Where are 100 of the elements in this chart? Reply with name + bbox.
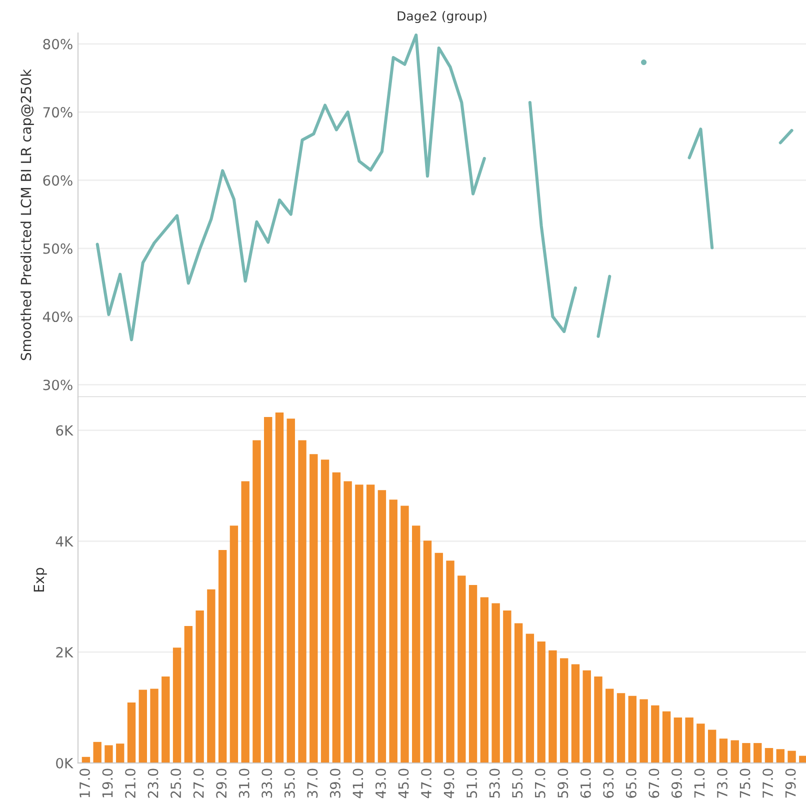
bar (412, 526, 420, 763)
bar (138, 690, 147, 763)
y-tick-label: 2K (56, 647, 74, 658)
bar (537, 642, 546, 763)
bar (275, 412, 284, 763)
bar (582, 670, 591, 763)
bar (594, 676, 602, 763)
x-tick-label: 43.0 (375, 768, 386, 798)
x-tick-label: 17.0 (79, 768, 90, 798)
x-tick-label: 25.0 (170, 768, 182, 798)
y-tick-label: 50% (43, 243, 72, 254)
bar (378, 490, 386, 763)
bar (104, 745, 113, 763)
bar (172, 648, 182, 763)
bar (423, 540, 432, 763)
bar (696, 724, 705, 763)
bar (355, 484, 364, 763)
bar (742, 743, 750, 763)
x-tick-label: 59.0 (558, 768, 568, 798)
bar (651, 705, 660, 763)
x-tick-label: 31.0 (238, 768, 250, 798)
bar (196, 610, 204, 763)
bar (776, 749, 784, 763)
bar (662, 711, 671, 763)
bar (754, 743, 762, 763)
y-tick-label: 6K (56, 425, 74, 436)
y-tick-label: 40% (42, 312, 72, 322)
y-axis-title: Smoothed Predicted LCM BI LR cap@250k (20, 69, 34, 360)
y-tick-label: 80% (43, 38, 72, 50)
x-tick-label: 53.0 (489, 768, 500, 798)
x-tick-label: 23.0 (148, 768, 158, 798)
bar (685, 718, 694, 763)
bar (93, 742, 102, 763)
x-tick-label: 65.0 (626, 768, 636, 798)
bar (116, 744, 124, 763)
y-tick-label: 4K (56, 536, 74, 546)
bar (286, 418, 295, 763)
bar (218, 550, 227, 763)
x-tick-label: 55.0 (512, 768, 523, 798)
bar (788, 750, 796, 763)
bar (628, 696, 636, 763)
y-tick-label: 60% (43, 175, 72, 186)
bar (616, 693, 626, 763)
bar (344, 481, 352, 763)
bar (674, 718, 682, 763)
bar (162, 676, 170, 763)
y-tick-label: 30% (43, 380, 72, 390)
x-tick-label: 73.0 (716, 768, 728, 798)
y-tick-label: 0K (56, 758, 74, 768)
bar (264, 416, 272, 763)
bar (526, 634, 534, 763)
x-tick-label: 51.0 (466, 768, 478, 798)
x-tick-label: 69.0 (671, 768, 682, 798)
x-tick-label: 33.0 (262, 768, 272, 798)
x-tick-label: 47.0 (421, 768, 432, 798)
y-tick-label: 70% (43, 107, 72, 118)
bar (252, 440, 261, 763)
bar (503, 610, 512, 763)
bar (764, 748, 774, 763)
x-tick-label: 75.0 (740, 768, 750, 798)
bar (640, 699, 648, 763)
x-tick-label: 71.0 (694, 768, 705, 798)
bar (366, 484, 375, 763)
bar (708, 730, 716, 763)
bar (458, 576, 466, 763)
bar (298, 440, 306, 763)
bar (127, 702, 136, 763)
x-tick-label: 45.0 (398, 768, 409, 798)
bar (548, 650, 557, 763)
bar (571, 664, 580, 763)
bar (310, 454, 318, 763)
bar (184, 626, 193, 763)
chart-title: Dage2 (group) (398, 10, 486, 24)
x-tick-label: 35.0 (284, 768, 295, 798)
x-tick-label: 63.0 (603, 768, 614, 798)
bar (230, 526, 238, 763)
bar (389, 500, 398, 763)
bar (480, 597, 489, 763)
bar (446, 560, 454, 763)
x-tick-label: 49.0 (444, 768, 454, 798)
bar (150, 688, 158, 763)
bar (400, 506, 409, 763)
x-tick-label: 37.0 (307, 768, 318, 798)
x-tick-label: 29.0 (216, 768, 227, 798)
x-tick-label: 79.0 (785, 768, 796, 798)
x-tick-label: 41.0 (352, 768, 364, 798)
y-axis-title: Exp (34, 568, 47, 592)
bar (799, 756, 806, 763)
bar (514, 623, 523, 763)
x-tick-label: 27.0 (193, 768, 204, 798)
x-tick-label: 77.0 (762, 768, 774, 798)
x-tick-label: 19.0 (102, 768, 113, 798)
bar (719, 738, 728, 763)
bar (207, 589, 216, 763)
x-tick-label: 57.0 (534, 768, 546, 798)
x-tick-label: 61.0 (580, 768, 591, 798)
x-tick-label: 67.0 (648, 768, 660, 798)
bar (560, 658, 568, 763)
x-tick-label: 21.0 (125, 768, 136, 798)
bar (468, 584, 478, 763)
